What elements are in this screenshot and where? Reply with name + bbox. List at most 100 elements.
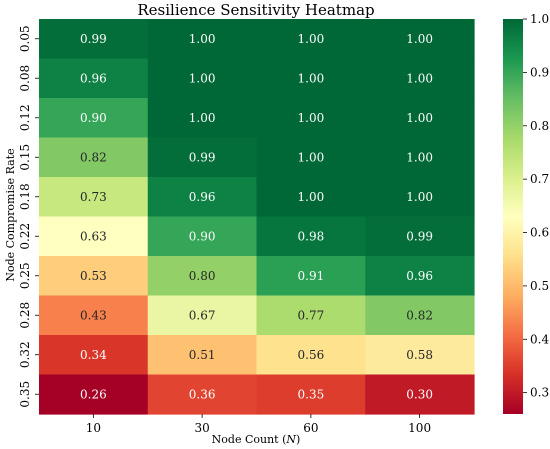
heatmap-cell	[365, 374, 475, 415]
x-tick-label: 10	[86, 421, 101, 435]
heatmap-cell	[365, 295, 475, 336]
y-axis-label: Node Compromise Rate	[4, 148, 17, 281]
y-tick-label: 0.15	[18, 144, 32, 171]
heatmap-cell-labels: 0.99 1.00 1.00 1.00 0.96 1.00 1.00 1.00 0.90 1.00…	[80, 32, 433, 402]
heatmap-cell-label: 0.30	[406, 387, 433, 401]
heatmap-cell-label: 1.00	[406, 32, 433, 46]
y-tick-label: 0.32	[18, 341, 32, 368]
heatmap-cell-label: 1.00	[189, 71, 216, 85]
heatmap-cell	[147, 374, 258, 415]
heatmap-cell-label: 0.58	[406, 348, 433, 362]
colorbar-tick-label: 0.5	[530, 279, 549, 293]
heatmap-cell-label: 0.98	[298, 229, 325, 243]
heatmap-cell-label: 0.99	[406, 229, 433, 243]
heatmap-cell-label: 1.00	[406, 111, 433, 125]
heatmap-cell-label: 0.82	[406, 308, 433, 322]
heatmap-cell-label: 1.00	[189, 32, 216, 46]
heatmap-cell-label: 0.96	[406, 269, 433, 283]
heatmap-cell	[365, 98, 475, 139]
heatmap-cell-label: 1.00	[406, 71, 433, 85]
heatmap-cell	[365, 335, 475, 376]
heatmap-cell-label: 0.90	[80, 111, 107, 125]
heatmap-cell-label: 0.43	[80, 308, 107, 322]
colorbar-tick-label: 1.0	[530, 12, 549, 26]
heatmap-cell	[256, 335, 366, 376]
heatmap-cells	[39, 19, 475, 415]
heatmap-cell-label: 0.96	[80, 71, 107, 85]
heatmap-cell	[256, 216, 366, 257]
y-tick-label: 0.28	[18, 302, 32, 329]
heatmap-cell	[256, 98, 366, 139]
y-axis: 0.05 0.08 0.12 0.15 0.18 0.22 0.25 0.28 0.32 0.35	[18, 25, 39, 408]
y-tick-label: 0.12	[18, 104, 32, 131]
x-axis: 10 30 60 100	[86, 414, 431, 435]
heatmap-cell	[365, 19, 475, 60]
heatmap-cell-label: 0.96	[189, 190, 216, 204]
heatmap-cell	[365, 256, 475, 297]
heatmap-cell-label: 0.35	[298, 387, 325, 401]
heatmap-cell-label: 0.90	[189, 229, 216, 243]
heatmap-cell	[39, 137, 149, 178]
heatmap-cell-label: 0.99	[80, 32, 107, 46]
heatmap-cell-label: 0.53	[80, 269, 107, 283]
heatmap-cell	[147, 137, 258, 178]
heatmap-cell-label: 1.00	[189, 111, 216, 125]
heatmap-cell-label: 1.00	[298, 150, 325, 164]
heatmap-cell-label: 0.51	[189, 348, 216, 362]
x-tick-label: 60	[303, 421, 318, 435]
heatmap-cell	[39, 58, 149, 99]
heatmap-cell	[256, 295, 366, 336]
heatmap-cell-label: 1.00	[406, 150, 433, 164]
heatmap-cell	[147, 58, 258, 99]
heatmap-cell	[39, 295, 149, 336]
heatmap-cell	[256, 177, 366, 218]
heatmap-cell	[256, 137, 366, 178]
heatmap-cell-label: 1.00	[298, 32, 325, 46]
y-tick-label: 0.25	[18, 262, 32, 289]
heatmap-cell	[39, 98, 149, 139]
heatmap-cell-label: 1.00	[298, 190, 325, 204]
heatmap-cell-label: 0.82	[80, 150, 107, 164]
heatmap-cell	[365, 216, 475, 257]
heatmap-cell	[256, 19, 366, 60]
colorbar-tick-label: 0.4	[530, 332, 549, 346]
heatmap-cell	[39, 335, 149, 376]
heatmap-cell-label: 0.34	[80, 348, 107, 362]
y-tick-label: 0.05	[18, 25, 32, 52]
heatmap-cell-label: 0.63	[80, 229, 107, 243]
heatmap-cell	[147, 295, 258, 336]
heatmap-cell-label: 0.91	[298, 269, 325, 283]
heatmap-cell-label: 0.73	[80, 190, 107, 204]
x-axis-label: Node Count (N)	[212, 433, 301, 446]
y-tick-label: 0.18	[18, 183, 32, 210]
heatmap-cell	[39, 216, 149, 257]
heatmap-cell	[147, 98, 258, 139]
colorbar-tick-label: 0.7	[530, 172, 549, 186]
heatmap-cell	[39, 374, 149, 415]
heatmap-cell	[147, 19, 258, 60]
heatmap-cell-label: 1.00	[406, 190, 433, 204]
heatmap-cell	[365, 58, 475, 99]
heatmap-cell-label: 0.26	[80, 387, 107, 401]
heatmap-cell	[147, 256, 258, 297]
heatmap-cell	[39, 256, 149, 297]
heatmap-cell-label: 1.00	[298, 71, 325, 85]
x-tick-label: 100	[408, 421, 431, 435]
y-tick-label: 0.22	[18, 223, 32, 250]
heatmap-cell	[256, 374, 366, 415]
heatmap-cell	[147, 216, 258, 257]
colorbar-ticks: 0.3 0.4 0.5 0.6 0.7 0.8 0.9 1.0	[523, 12, 549, 400]
x-tick-label: 30	[194, 421, 209, 435]
y-tick-label: 0.08	[18, 65, 32, 92]
heatmap-cell	[147, 335, 258, 376]
heatmap-cell	[256, 58, 366, 99]
x-axis-label-italic: N	[285, 433, 296, 446]
heatmap-cell-label: 0.56	[298, 348, 325, 362]
heatmap-cell-label: 0.99	[189, 150, 216, 164]
heatmap-cell-label: 0.77	[298, 308, 325, 322]
heatmap-cell-label: 1.00	[298, 111, 325, 125]
colorbar-tick-label: 0.9	[530, 65, 549, 79]
x-axis-label-suffix: )	[296, 433, 300, 446]
y-tick-label: 0.35	[18, 381, 32, 408]
